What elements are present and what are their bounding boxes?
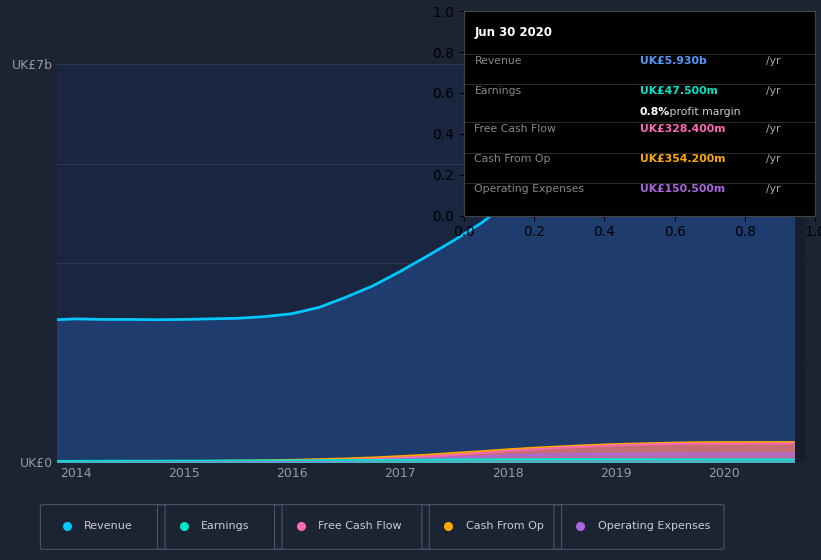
Text: UK£150.500m: UK£150.500m (640, 184, 725, 194)
Text: /yr: /yr (766, 56, 781, 66)
Text: 0.8%: 0.8% (640, 107, 670, 117)
Text: Jun 30 2020: Jun 30 2020 (475, 26, 553, 39)
Text: Revenue: Revenue (475, 56, 522, 66)
Bar (723, 64, 815, 462)
Text: Operating Expenses: Operating Expenses (475, 184, 585, 194)
Text: Free Cash Flow: Free Cash Flow (319, 521, 402, 531)
Text: /yr: /yr (766, 86, 781, 96)
Text: profit margin: profit margin (666, 107, 741, 117)
Text: Operating Expenses: Operating Expenses (598, 521, 710, 531)
Text: /yr: /yr (766, 154, 781, 164)
Text: UK£5.930b: UK£5.930b (640, 56, 706, 66)
Text: Free Cash Flow: Free Cash Flow (475, 124, 557, 134)
Text: UK£328.400m: UK£328.400m (640, 124, 725, 134)
Text: /yr: /yr (766, 124, 781, 134)
Text: Cash From Op: Cash From Op (475, 154, 551, 164)
Text: Earnings: Earnings (201, 521, 250, 531)
Text: UK£47.500m: UK£47.500m (640, 86, 718, 96)
Text: UK£354.200m: UK£354.200m (640, 154, 725, 164)
Text: Earnings: Earnings (475, 86, 521, 96)
Text: /yr: /yr (766, 184, 781, 194)
Text: Revenue: Revenue (85, 521, 133, 531)
Text: Cash From Op: Cash From Op (466, 521, 544, 531)
